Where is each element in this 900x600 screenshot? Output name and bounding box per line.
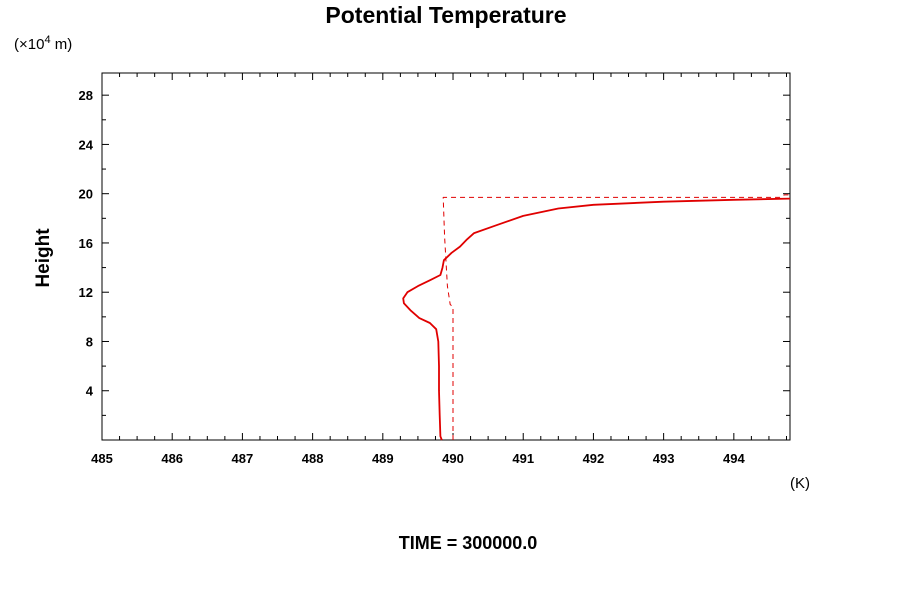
data-series [402,194,791,441]
y-tick-label: 20 [79,187,93,202]
x-tick-labels: 485 486 487 488 489 490 491 492 493 494 [91,451,745,466]
y-tick-label: 28 [79,88,93,103]
x-tick-label: 485 [91,451,113,466]
y-tick-label: 8 [86,334,93,349]
x-tick-label: 490 [442,451,464,466]
y-tick-labels: 4 8 12 16 20 24 28 [79,88,94,399]
x-tick-label: 493 [653,451,675,466]
x-tick-label: 488 [302,451,324,466]
dashed-profile-line [442,194,790,440]
x-tick-label: 494 [723,451,745,466]
x-tick-label: 491 [512,451,534,466]
y-axis-unit: (×104 m) [14,34,72,53]
y-unit-prefix: (×10 [14,36,44,53]
x-tick-label: 489 [372,451,394,466]
y-tick-label: 16 [79,236,93,251]
y-tick-label: 4 [86,384,94,399]
x-axis-unit: (K) [790,475,810,492]
y-tick-label: 24 [79,137,94,152]
chart-title: Potential Temperature [325,2,566,28]
plot-frame [101,72,791,441]
x-tick-label: 487 [232,451,254,466]
y-axis-label: Height [33,228,54,288]
x-tick-label: 486 [161,451,183,466]
x-tick-label: 492 [583,451,605,466]
time-label: TIME = 300000.0 [399,533,538,553]
y-tick-label: 12 [79,285,93,300]
y-unit-suffix: m) [51,36,73,53]
solid-profile-line [402,197,791,441]
tick-marks [101,73,790,440]
y-unit-exponent: 4 [44,34,50,46]
